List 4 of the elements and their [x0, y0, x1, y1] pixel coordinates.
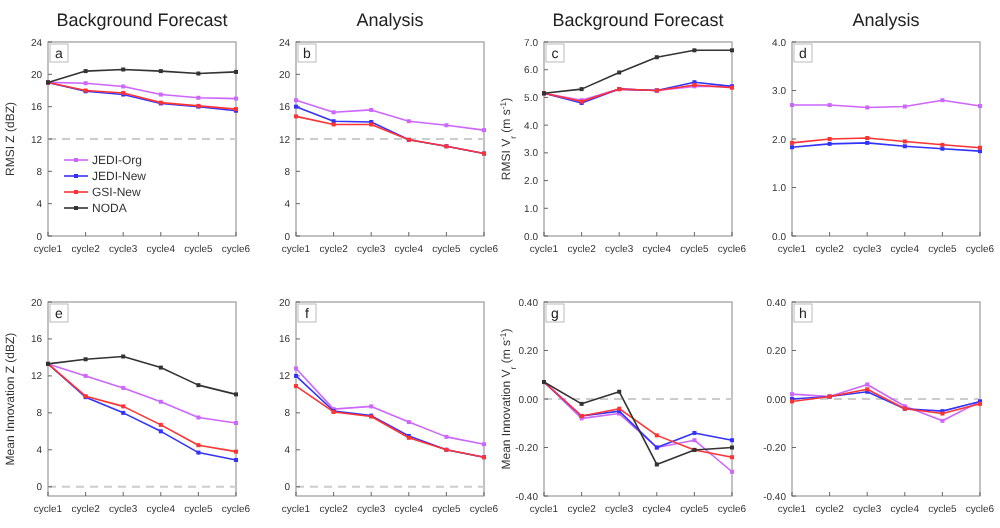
chart-title: Background Forecast [56, 10, 229, 30]
chart-title: Analysis [852, 10, 921, 30]
chart-title: Analysis [356, 10, 425, 30]
chart-title: Background Forecast [552, 10, 725, 30]
